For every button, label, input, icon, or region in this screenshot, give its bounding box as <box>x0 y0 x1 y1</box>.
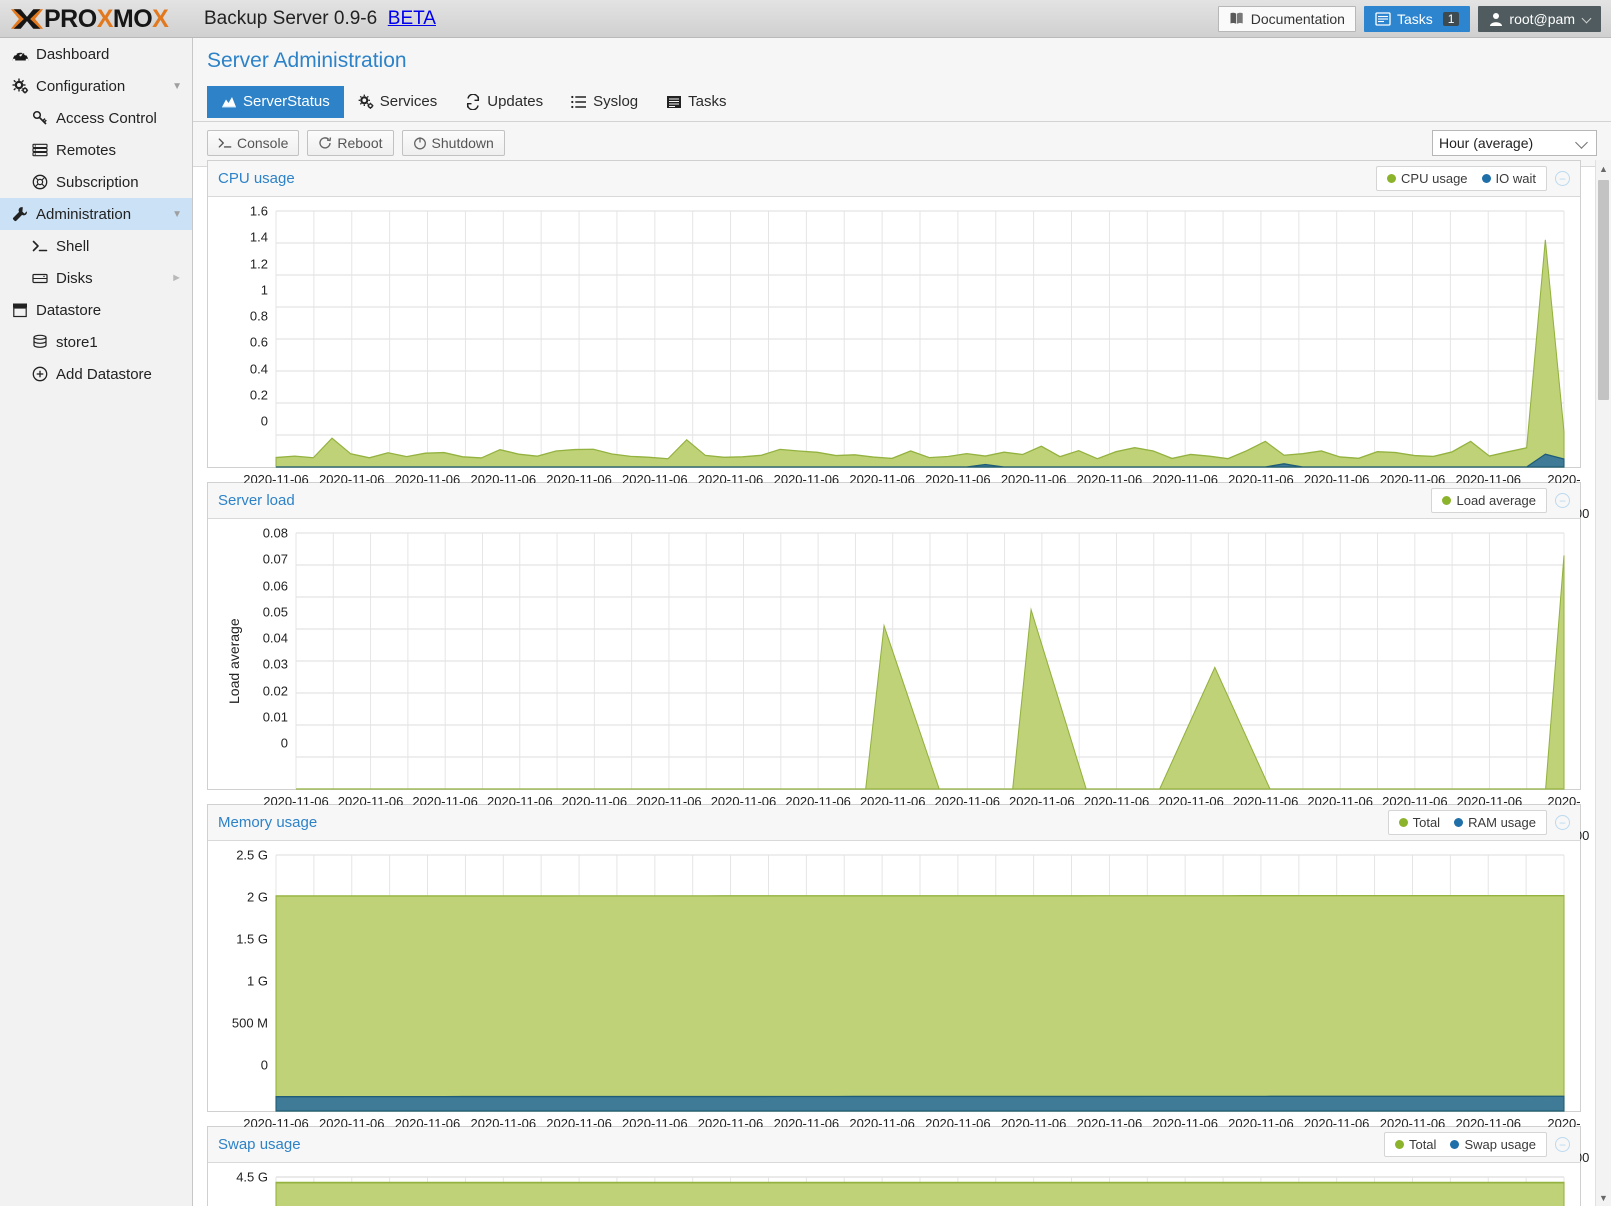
svg-text:PROXMOX: PROXMOX <box>44 5 169 33</box>
